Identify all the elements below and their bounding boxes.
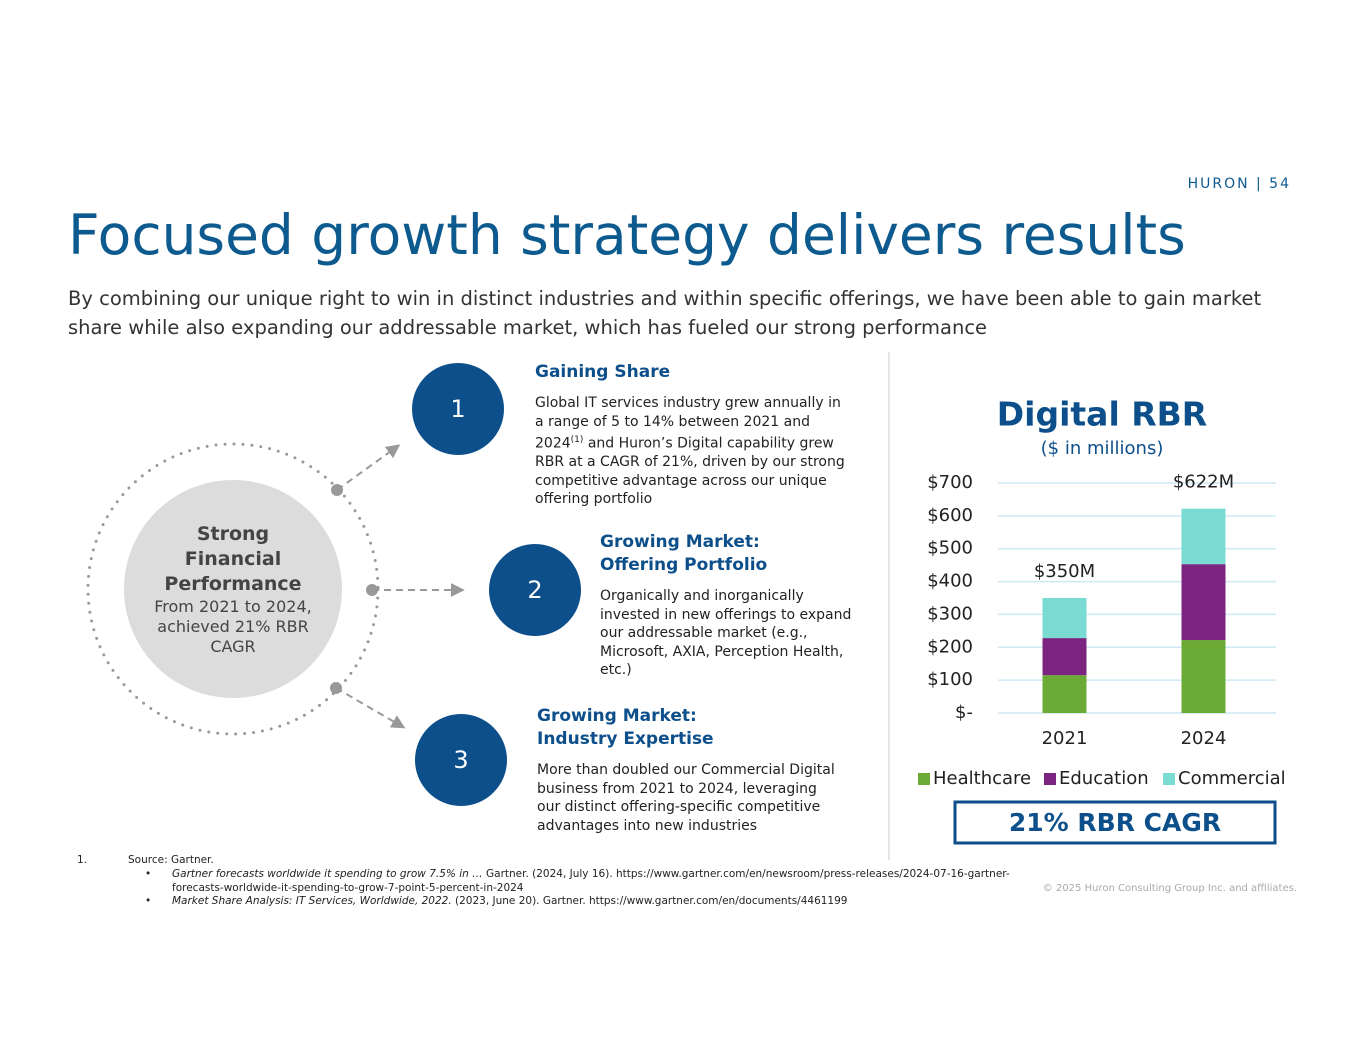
item-body: Organically and inorganically invested i… [600,588,852,678]
item-heading: Offering Portfolio [600,555,768,575]
chart: Digital RBR ($ in millions) $- $100 $200 $300… [918,395,1286,789]
bar-segment [1181,508,1226,565]
y-tick-label: $100 [927,669,973,690]
item-heading: Growing Market: [537,706,697,726]
x-tick-label: 2024 [1181,728,1227,749]
bar-segment [1181,564,1226,641]
brand: HURON | 54 [1187,176,1291,192]
y-tick-label: $300 [927,603,973,624]
item-body: More than doubled our Commercial Digital… [537,762,835,834]
center-text: Strong Financial Performance From 2021 t… [148,522,318,657]
item: Growing Market: Offering Portfolio Organ… [600,531,855,680]
y-tick-label: $700 [927,472,973,493]
bullet: • Gartner forecasts worldwide it spending… [145,868,1010,894]
item: Gaining Share Global IT services industr… [535,361,850,509]
arrows [335,444,465,729]
text: Global IT services industry grew annuall… [535,395,841,452]
item-heading: Growing Market: [600,532,760,552]
footnote-bullets: • Gartner forecasts worldwide it spending… [145,868,1020,909]
item: Growing Market: Industry Expertise More … [537,705,842,835]
step-circle [412,363,504,455]
x-tick-label: 2021 [1042,728,1088,749]
bar-segment [1042,598,1087,639]
step-circle [489,544,581,636]
step-number: 1 [450,395,465,423]
y-tick-label: $600 [927,505,973,526]
y-tick-label: $400 [927,571,973,592]
footnote-number: 1. [77,854,88,866]
center-circle [124,480,342,698]
total-label: $350M [1034,561,1095,582]
text: Gartner. (2024, July 16). https://www.ga… [172,868,1010,894]
item-body: Global IT services industry grew annuall… [535,394,850,509]
subtitle: By combining our unique right to win in … [68,287,1262,339]
text: and Huron’s Digital capability grew RBR … [535,435,845,508]
arrow-dots [330,484,378,694]
copyright: © 2025 Huron Consulting Group Inc. and a… [1042,883,1297,894]
bar-segment [1042,675,1087,713]
bar-segment [1181,640,1226,713]
italic: Gartner forecasts worldwide it spending … [172,868,483,880]
step-number: 2 [527,576,542,604]
step-number: 3 [453,746,468,774]
center-title: Strong Financial Performance [164,523,302,595]
step-circle [415,714,507,806]
item-heading: Gaining Share [535,362,671,382]
y-tick-label: $200 [927,636,973,657]
italic: Market Share Analysis: IT Services, Worl… [172,895,452,907]
y-tick-label: $- [955,702,973,723]
legend-label: Commercial [1178,768,1286,789]
total-label: $622M [1173,472,1234,493]
cagr-box [953,800,1277,845]
legend-swatch [1163,773,1175,785]
chart-subtitle: ($ in millions) [1041,438,1164,459]
bullet: • Market Share Analysis: IT Services, Wor… [145,895,848,907]
center-body: From 2021 to 2024, achieved 21% RBR CAGR [154,597,312,656]
superscript: (1) [570,435,584,445]
legend-label: Education [1059,768,1149,789]
title: Focused growth strategy delivers results [68,203,1186,267]
legend-swatch [918,773,930,785]
cagr-text: 21% RBR CAGR [1009,808,1221,837]
bar-segment [1042,638,1087,676]
y-tick-label: $500 [927,538,973,559]
text: (2023, June 20). Gartner. https://www.ga… [451,895,848,907]
legend-label: Healthcare [933,768,1031,789]
footnote-source: Source: Gartner. [128,854,214,866]
item-heading: Industry Expertise [537,729,714,749]
legend-swatch [1044,773,1056,785]
chart-title: Digital RBR [997,395,1207,434]
